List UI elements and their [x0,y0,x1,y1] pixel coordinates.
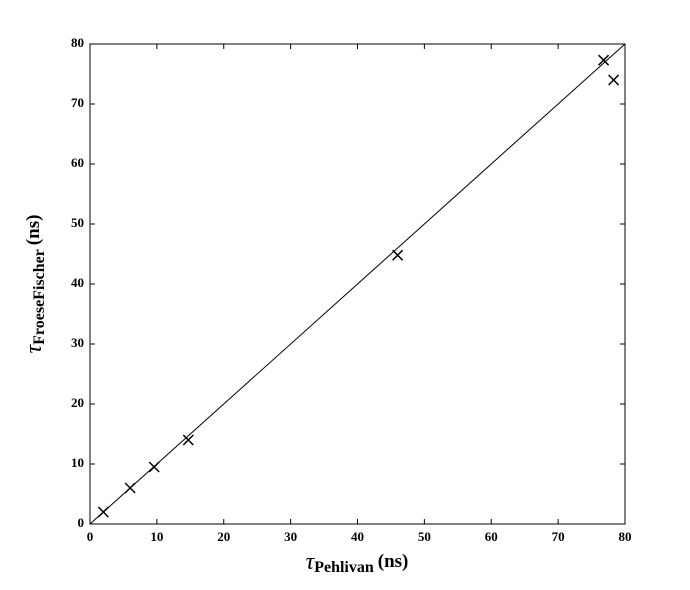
x-label-symbol: τ [306,549,316,575]
y-tick-label: 70 [71,95,84,110]
point [124,482,136,494]
point [392,249,404,261]
y-tick-label: 80 [71,35,84,50]
point [182,434,194,446]
y-axis-label: τFroeseFischer (ns) [21,215,48,354]
y-tick-label: 40 [71,275,84,290]
y-tick-label: 30 [71,335,84,350]
y-label-subscript: FroeseFischer [31,249,48,345]
y-label-unit: (ns) [23,215,44,246]
x-tick-label: 0 [87,529,94,544]
y-label-symbol: τ [21,343,47,353]
reference-line [89,43,626,525]
y-tick-label: 0 [78,515,85,530]
point [97,506,109,518]
x-tick-label: 20 [217,529,230,544]
x-tick-label: 80 [619,529,632,544]
x-label-unit: (ns) [378,551,409,572]
x-tick-label: 70 [552,529,565,544]
y-tick-label: 10 [71,455,84,470]
x-axis-label: τPehlivan (ns) [306,549,409,576]
point [608,74,620,86]
y-tick-label: 50 [71,215,84,230]
y-tick-label: 60 [71,155,84,170]
x-tick-label: 50 [418,529,431,544]
y-tick-label: 20 [71,395,84,410]
point [598,54,610,66]
point [148,461,160,473]
x-tick-label: 40 [351,529,364,544]
x-tick-label: 60 [485,529,498,544]
x-label-subscript: Pehlivan [314,559,374,576]
x-tick-label: 10 [150,529,163,544]
x-tick-label: 30 [284,529,297,544]
